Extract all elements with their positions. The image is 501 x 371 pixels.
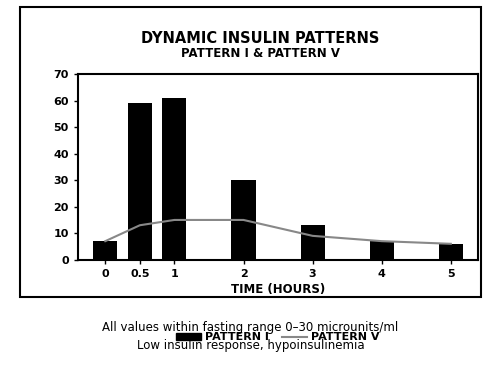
Legend: PATTERN I, PATTERN V: PATTERN I, PATTERN V	[172, 328, 384, 347]
Bar	[301, 225, 325, 260]
Bar	[162, 98, 186, 260]
Bar	[128, 104, 152, 260]
X-axis label: TIME (HOURS): TIME (HOURS)	[231, 283, 325, 296]
Text: All values within fasting range 0–30 microunits/ml: All values within fasting range 0–30 mic…	[102, 321, 399, 334]
Bar	[370, 241, 394, 260]
Bar	[93, 241, 117, 260]
Text: Low insulin response, hypoinsulinemia: Low insulin response, hypoinsulinemia	[137, 339, 364, 352]
Bar	[231, 180, 256, 260]
Bar	[439, 244, 463, 260]
Text: DYNAMIC INSULIN PATTERNS: DYNAMIC INSULIN PATTERNS	[141, 32, 380, 46]
Text: PATTERN I & PATTERN V: PATTERN I & PATTERN V	[181, 47, 340, 60]
